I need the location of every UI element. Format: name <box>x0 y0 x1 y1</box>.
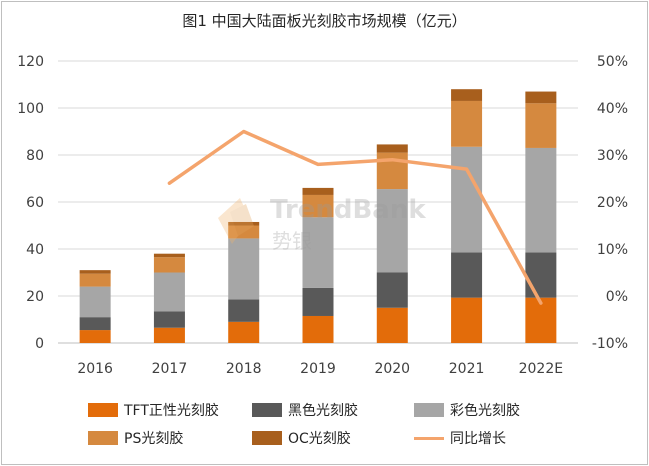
yoy-point <box>390 158 394 162</box>
bar-2-2019 <box>302 287 334 316</box>
legend-line-yoy <box>414 436 444 440</box>
bar-1-2022E <box>525 297 557 343</box>
y2-tick-label: 20% <box>597 195 628 211</box>
bar-1-2019 <box>302 315 334 343</box>
x-tick-label: 2019 <box>300 361 336 377</box>
legend-label-ps: PS光刻胶 <box>124 431 184 447</box>
legend-swatch-tft <box>88 403 118 417</box>
trendbank-watermark-logo: TrendBank 势银 <box>218 195 426 253</box>
legend-item-ps: PS光刻胶 <box>88 428 183 448</box>
x-tick-label: 2017 <box>152 361 188 377</box>
x-tick-label: 2020 <box>374 361 410 377</box>
legend-item-yoy: 同比增长 <box>414 428 506 448</box>
bar-3-2018 <box>228 238 260 300</box>
bar-4-2022E <box>525 103 557 148</box>
bar-3-2020 <box>376 189 408 273</box>
bar-5-2021 <box>451 89 483 101</box>
bar-3-2019 <box>302 217 334 288</box>
bar-4-2021 <box>451 100 483 147</box>
bar-3-2016 <box>79 286 111 318</box>
bar-5-2017 <box>153 253 185 258</box>
y-tick-label: 20 <box>26 289 44 305</box>
yoy-point <box>539 301 543 305</box>
y-tick-label: 120 <box>17 54 44 70</box>
legend-label-tft: TFT正性光刻胶 <box>124 403 219 419</box>
bar-4-2016 <box>79 273 111 287</box>
bar-4-2018 <box>228 225 260 239</box>
chart-title: 图1 中国大陆面板光刻胶市场规模（亿元） <box>182 12 467 30</box>
legend-swatch-color <box>414 403 444 417</box>
bar-2-2022E <box>525 252 557 298</box>
legend-item-color: 彩色光刻胶 <box>414 400 520 420</box>
x-tick-label: 2021 <box>449 361 485 377</box>
legend-swatch-oc <box>252 431 282 445</box>
bar-5-2018 <box>228 221 260 226</box>
bar-4-2017 <box>153 257 185 273</box>
bar-2-2016 <box>79 317 111 331</box>
bar-2-2020 <box>376 272 408 308</box>
x-tick-label: 2022E <box>519 361 563 377</box>
y-tick-label: 100 <box>17 101 44 117</box>
legend-label-oc: OC光刻胶 <box>288 431 351 447</box>
legend-swatch-ps <box>88 431 118 445</box>
y2-tick-label: 10% <box>597 242 628 258</box>
bar-4-2019 <box>302 194 334 218</box>
y2-tick-label: 50% <box>597 54 628 70</box>
bar-1-2020 <box>376 307 408 343</box>
yoy-point <box>465 167 469 171</box>
bar-2-2018 <box>228 299 260 322</box>
y2-tick-label: 0% <box>606 289 628 305</box>
y-tick-label: 60 <box>26 195 44 211</box>
legend-label-color: 彩色光刻胶 <box>450 403 520 419</box>
yoy-point <box>316 162 320 166</box>
bar-2-2017 <box>153 311 185 328</box>
yoy-point <box>242 130 246 133</box>
bar-3-2021 <box>451 146 483 253</box>
bar-1-2018 <box>228 321 260 343</box>
legend-item-oc: OC光刻胶 <box>252 428 351 448</box>
legend-label-black: 黑色光刻胶 <box>288 403 358 419</box>
legend-item-black: 黑色光刻胶 <box>252 400 358 420</box>
legend-swatch-black <box>252 403 282 417</box>
legend: TFT正性光刻胶 黑色光刻胶 彩色光刻胶 PS光刻胶 OC光刻胶 同比增长 <box>0 396 649 456</box>
bar-5-2020 <box>376 144 408 153</box>
watermark-shape-icon <box>230 204 254 236</box>
x-tick-label: 2016 <box>77 361 113 377</box>
bar-5-2022E <box>525 91 557 104</box>
watermark-shape-icon <box>218 198 250 244</box>
y2-tick-label: 40% <box>597 101 628 117</box>
bar-1-2021 <box>451 297 483 343</box>
bar-3-2017 <box>153 272 185 312</box>
yoy-point <box>167 181 171 185</box>
bar-3-2022E <box>525 147 557 253</box>
yoy-growth-line <box>167 129 543 305</box>
y2-tick-label: -10% <box>592 336 628 352</box>
watermark-cn: 势银 <box>272 229 312 253</box>
bar-5-2016 <box>79 270 111 274</box>
legend-label-yoy: 同比增长 <box>450 431 506 447</box>
bar-5-2019 <box>302 187 334 195</box>
y-tick-label: 40 <box>26 242 44 258</box>
bar-2-2021 <box>451 252 483 298</box>
bar-1-2017 <box>153 327 185 343</box>
watermark-brand: TrendBank <box>270 195 426 225</box>
y-tick-label: 80 <box>26 148 44 164</box>
bar-1-2016 <box>79 330 111 343</box>
y-tick-label: 0 <box>35 336 44 352</box>
y2-tick-label: 30% <box>597 148 628 164</box>
legend-item-tft: TFT正性光刻胶 <box>88 400 219 420</box>
x-tick-label: 2018 <box>226 361 262 377</box>
